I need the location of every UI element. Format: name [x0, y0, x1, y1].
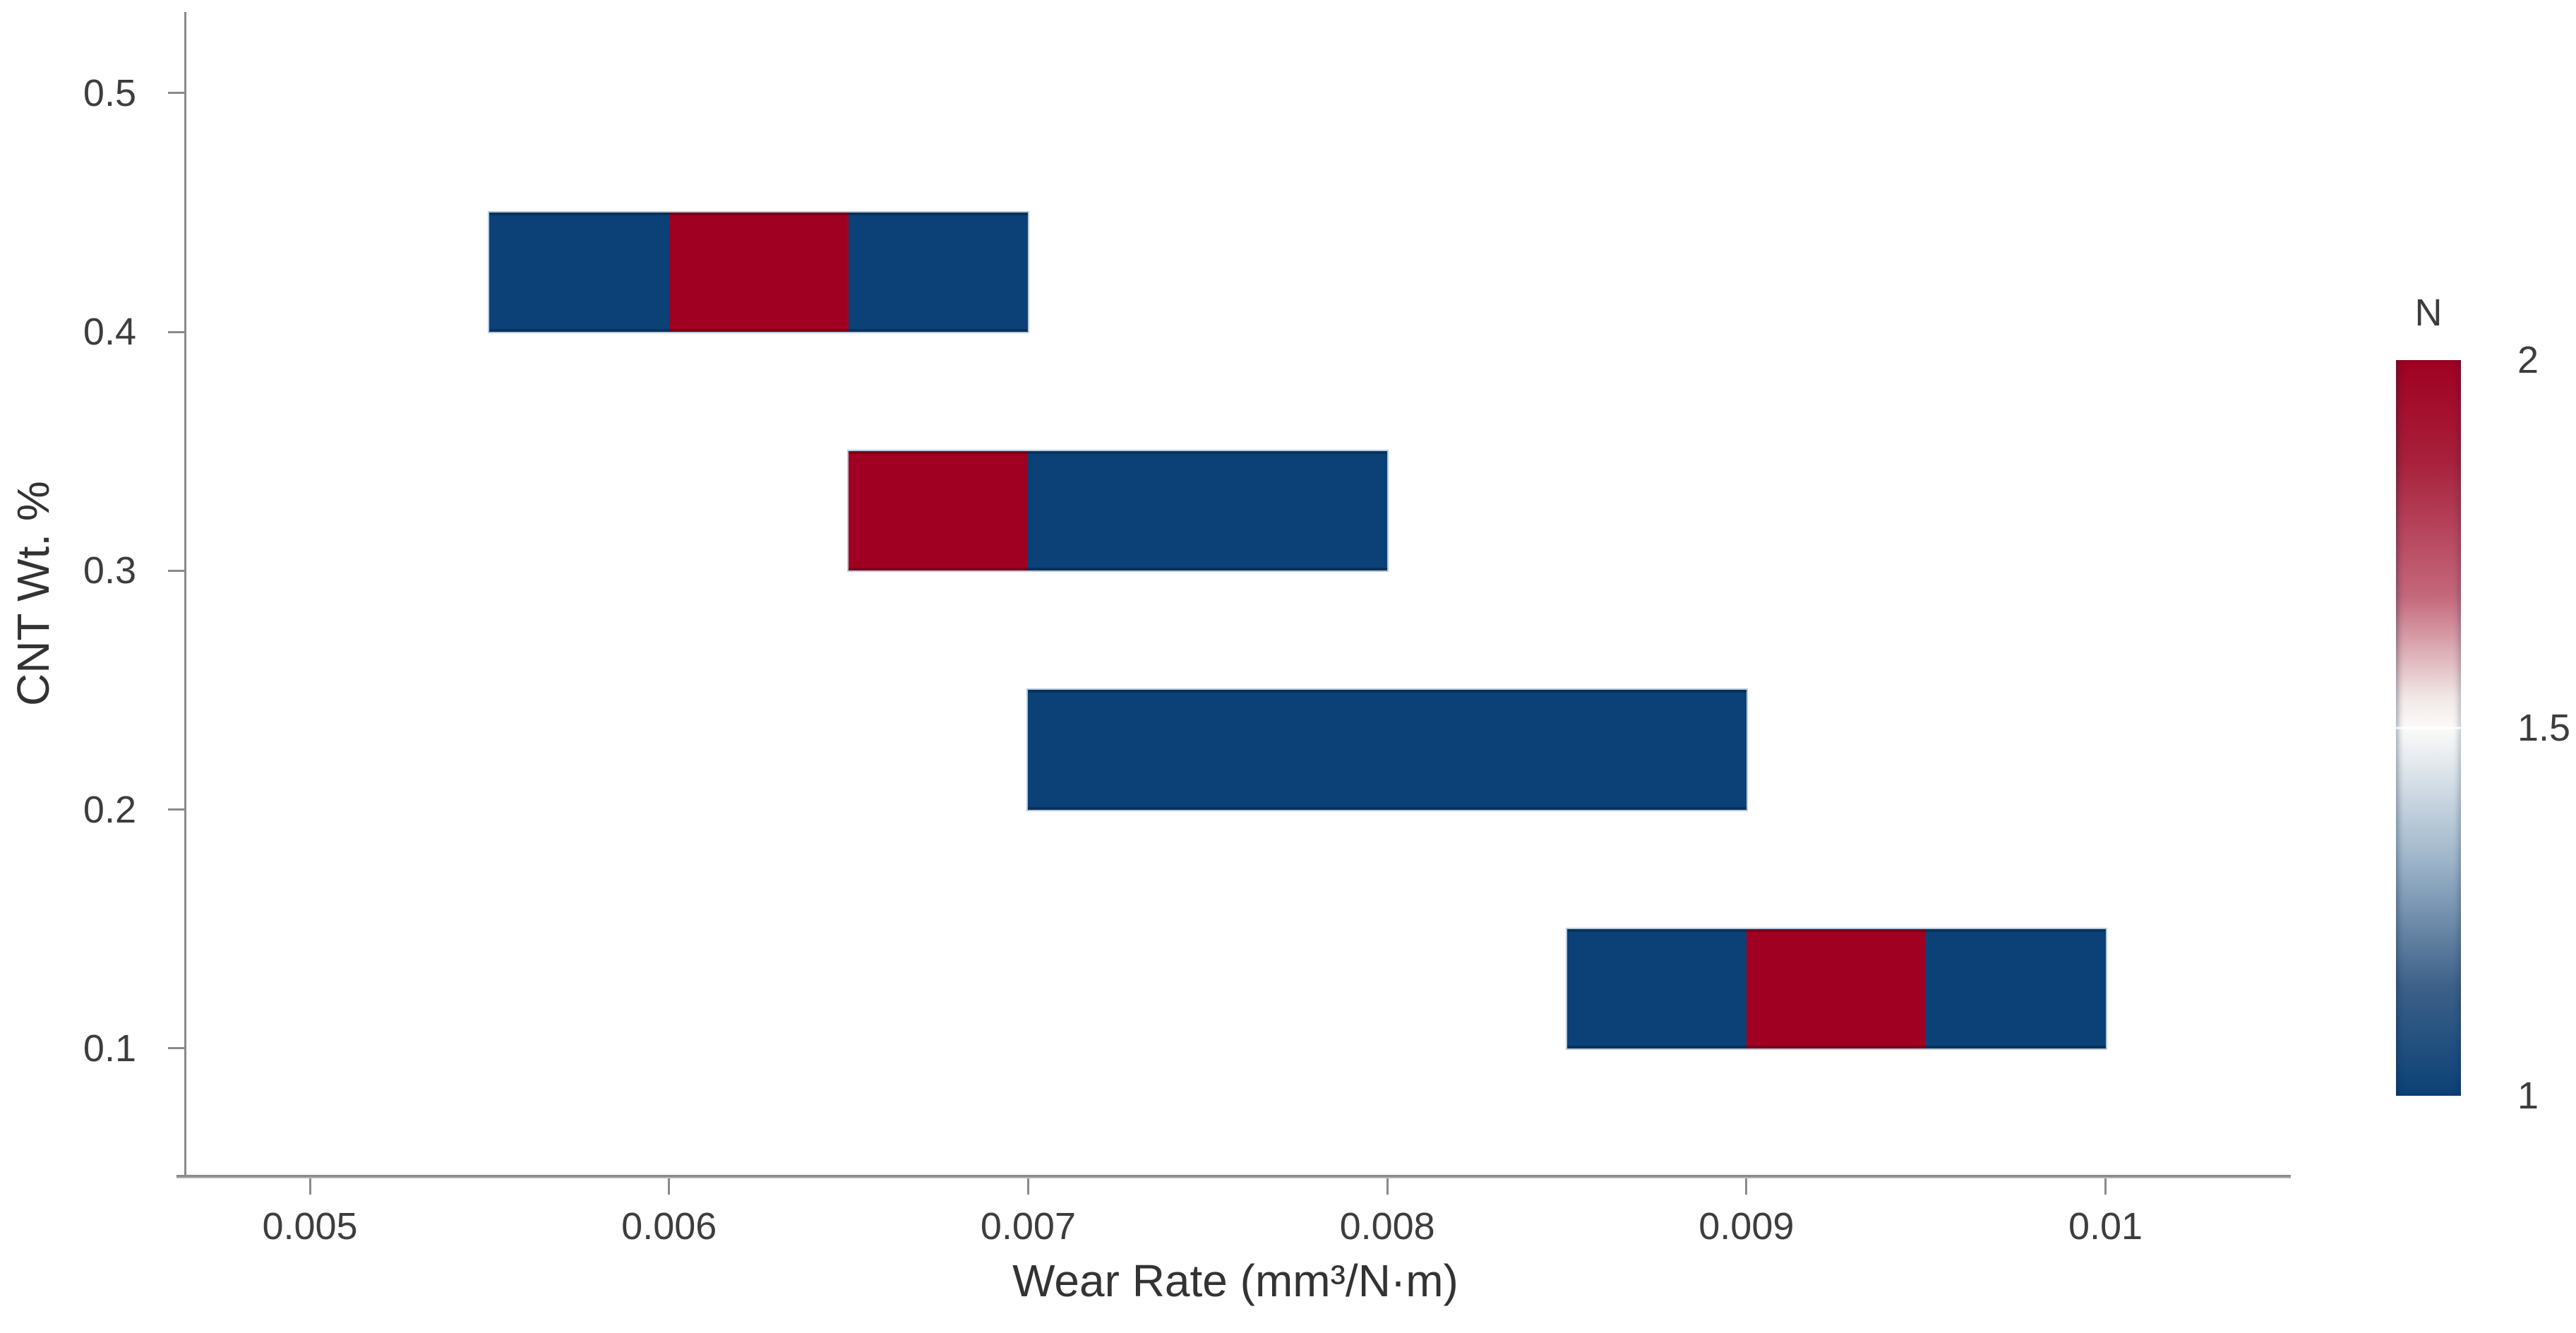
heatmap-row: [847, 450, 1389, 573]
colorbar-title: N: [2414, 292, 2443, 334]
x-axis-title: Wear Rate (mm³/N·m): [1012, 1255, 1458, 1306]
colorbar-tick-label: 2: [2517, 339, 2539, 381]
y-axis-line: [184, 12, 186, 1178]
x-tick-label: 0.007: [980, 1205, 1076, 1248]
heatmap-cell: [489, 213, 669, 333]
x-tick-mark: [2104, 1178, 2107, 1195]
y-tick-label: 0.1: [83, 1027, 136, 1070]
x-tick-label: 0.009: [1699, 1205, 1795, 1248]
heatmap-cell: [849, 451, 1029, 571]
heatmap-cell: [669, 213, 849, 333]
x-axis-line: [176, 1175, 2291, 1178]
y-tick-label: 0.2: [83, 788, 136, 831]
heatmap-cell: [1028, 690, 1747, 810]
heatmap-cell: [1028, 451, 1388, 571]
y-tick-label: 0.5: [83, 71, 136, 114]
heatmap-cell: [849, 213, 1029, 333]
colorbar-tick-label: 1.5: [2517, 707, 2571, 749]
colorbar: [2396, 360, 2461, 1096]
heatmap-cell: [1926, 928, 2106, 1048]
y-tick-mark: [168, 569, 184, 572]
heatmap-row: [1026, 688, 1748, 811]
y-tick-label: 0.4: [83, 311, 136, 354]
x-tick-mark: [1745, 1178, 1748, 1195]
x-tick-label: 0.008: [1339, 1205, 1435, 1248]
heatmap-row: [1565, 927, 2107, 1050]
colorbar-tick-label: 1: [2517, 1075, 2539, 1117]
heatmap-cell: [1566, 928, 1747, 1048]
x-tick-label: 0.01: [2068, 1205, 2143, 1248]
colorbar-midline: [2396, 727, 2461, 729]
heatmap-row: [488, 211, 1030, 334]
x-tick-label: 0.006: [621, 1205, 717, 1248]
heatmap-cell: [1746, 928, 1927, 1048]
y-tick-mark: [168, 808, 184, 811]
y-axis-title: CNT Wt. %: [8, 481, 59, 706]
x-tick-mark: [308, 1178, 311, 1195]
y-tick-mark: [168, 330, 184, 333]
x-tick-mark: [1386, 1178, 1389, 1195]
x-tick-mark: [1026, 1178, 1029, 1195]
y-tick-label: 0.3: [83, 549, 136, 592]
x-tick-mark: [668, 1178, 671, 1195]
x-tick-label: 0.005: [262, 1205, 358, 1248]
y-tick-mark: [168, 92, 184, 95]
y-tick-mark: [168, 1047, 184, 1050]
